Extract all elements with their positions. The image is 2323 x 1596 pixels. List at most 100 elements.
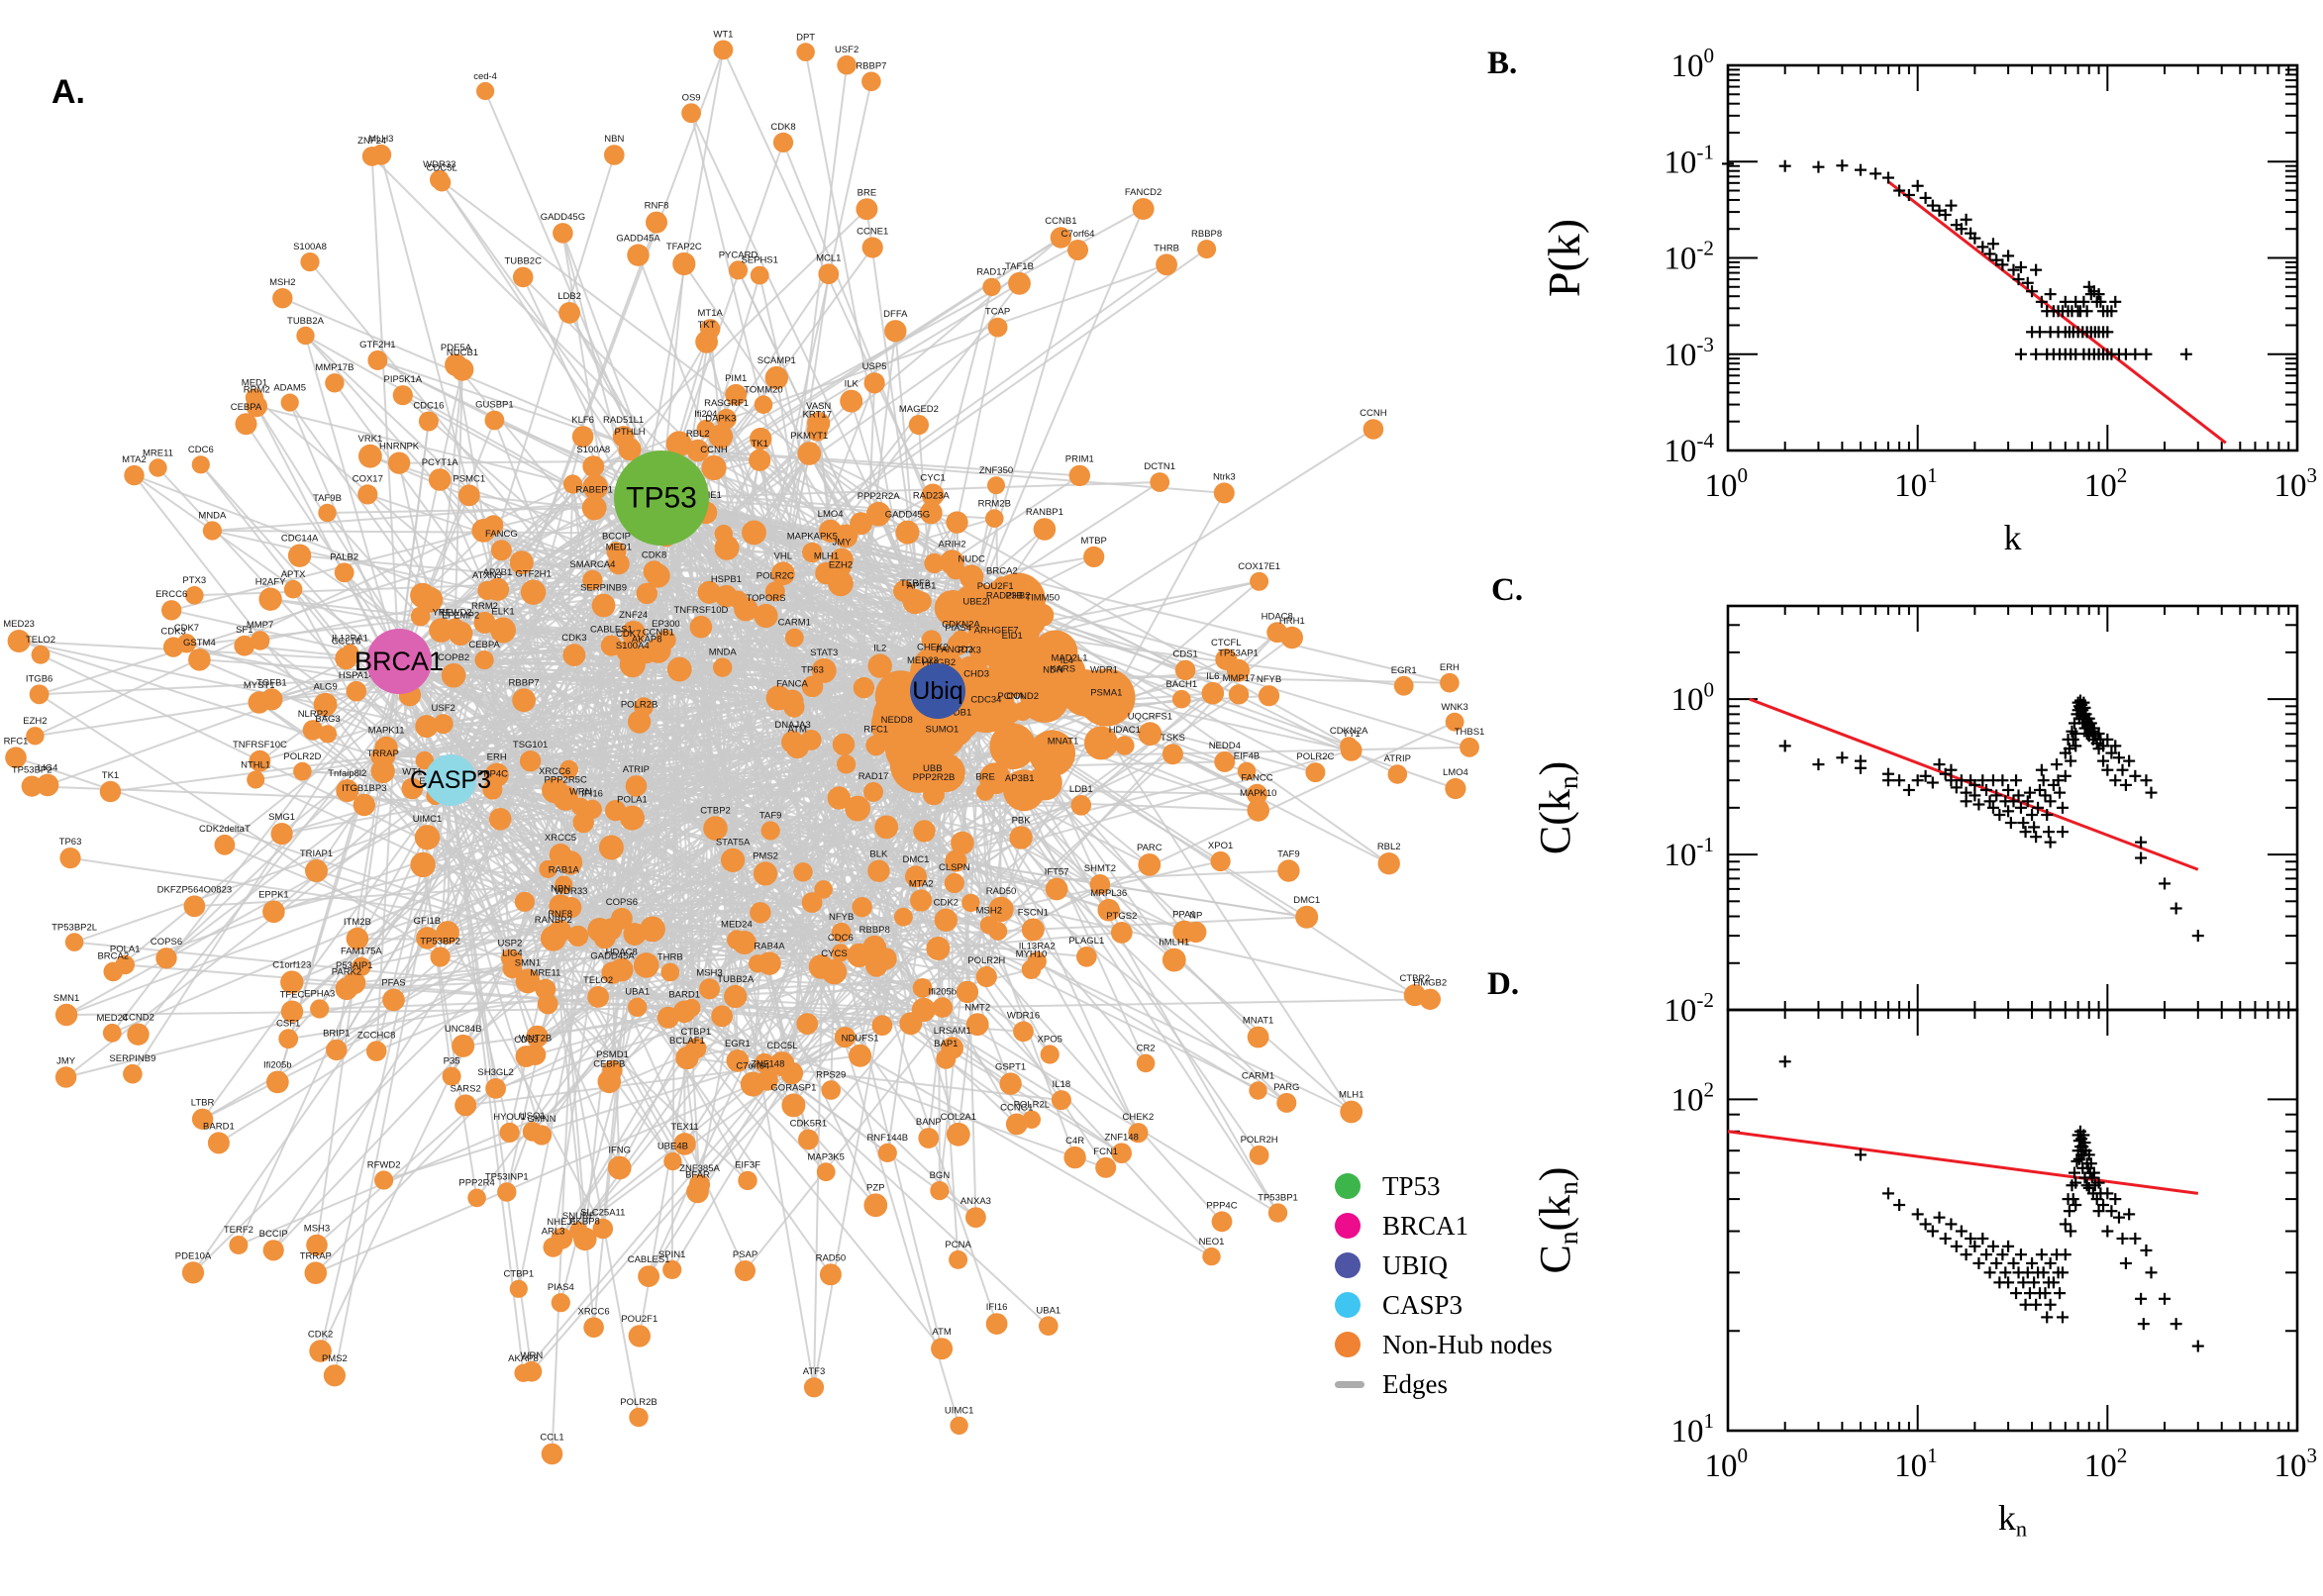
network-edge — [697, 449, 1225, 494]
axis-tick-label: 100 — [1704, 1444, 1748, 1484]
edge-swatch-icon — [1335, 1380, 1364, 1388]
network-edge — [604, 937, 835, 973]
network-edge — [462, 1016, 668, 1047]
axis-tick-label: 100 — [1704, 463, 1748, 504]
plot-frame — [1726, 63, 2299, 452]
network-edge — [39, 497, 662, 696]
network-edge — [259, 561, 935, 762]
fit-line — [1727, 1130, 2198, 1195]
network-edge — [450, 248, 1208, 781]
network-edge — [69, 856, 605, 940]
network-edge — [525, 762, 949, 1057]
network-edge — [111, 660, 400, 1034]
network-edge — [682, 262, 862, 525]
legend-label: UBIQ — [1382, 1249, 1448, 1280]
network-edge — [291, 590, 776, 1013]
network-edge — [648, 1063, 783, 1277]
node-swatch-icon — [1335, 1213, 1361, 1239]
network-edge — [732, 658, 1227, 861]
axis-tick-label: 10-2 — [1664, 237, 1714, 277]
panel-d-label: D. — [1487, 966, 1520, 1002]
network-edge — [423, 369, 463, 761]
network-edge — [450, 779, 525, 1373]
legend-label: CASP3 — [1382, 1289, 1464, 1320]
network-edge — [32, 785, 581, 808]
network-edge — [942, 998, 1431, 1009]
axis-ticks — [1728, 606, 2297, 1010]
network-edge — [660, 497, 688, 1058]
node-swatch-icon — [1335, 1173, 1361, 1199]
network-edge — [218, 956, 511, 1145]
network-edge — [304, 335, 400, 662]
network-edge — [534, 502, 686, 1055]
chart-panel-c: 100 10-1 10-2 C(kn​) — [1531, 604, 2299, 1029]
network-edge — [398, 237, 1061, 662]
network-edge — [379, 497, 662, 757]
panel-b-label: B. — [1487, 46, 1518, 81]
legend-item-edges: Edges — [1335, 1364, 1553, 1404]
legend-item-casp3: CASP3 — [1335, 1285, 1553, 1325]
network-edge — [591, 808, 1062, 1101]
axis-tick-label: 10-4 — [1664, 429, 1714, 469]
axis-tick-label: 101 — [1670, 1409, 1714, 1449]
network-edge — [592, 263, 1167, 468]
network-graph: POLR2CMNDAIfi205bRFWD2TK1TUBB2APOLR2BZNF… — [3, 30, 1484, 1465]
network-edge — [559, 964, 648, 1303]
network-edge — [643, 706, 701, 1185]
network-edge — [315, 990, 968, 1274]
axis-tick-label: 101 — [1894, 1444, 1938, 1484]
network-edge — [636, 784, 1058, 890]
data-points — [1778, 694, 2204, 943]
network-edge — [376, 359, 662, 499]
network-edge — [440, 723, 898, 958]
legend-item-brca1: BRCA1 — [1335, 1206, 1553, 1246]
axis-tick-label: 100 — [1670, 677, 1714, 718]
axis-tick-label: 103 — [2273, 1444, 2317, 1484]
network-edge — [781, 64, 849, 574]
network-edge — [450, 779, 533, 1372]
network-edge — [194, 883, 564, 908]
network-edge — [255, 405, 614, 974]
axis-title: kn​ — [1998, 1498, 2027, 1541]
network-edge — [450, 779, 674, 1162]
network-edge — [937, 690, 1140, 1134]
network-edge — [592, 934, 636, 1328]
network-edge — [509, 956, 1107, 1169]
network-edge — [766, 631, 1278, 1081]
axis-title: k — [2004, 518, 2022, 557]
legend-label: Non-Hub nodes — [1382, 1329, 1553, 1359]
axis-tick-label: 102 — [1670, 1077, 1714, 1118]
network-edge — [552, 938, 699, 1193]
network-edge — [638, 1057, 688, 1337]
plot-frame — [1726, 604, 2299, 1012]
network-edge — [535, 1016, 669, 1056]
plot-frame — [1726, 1008, 2299, 1433]
axis-tick-label: 102 — [2084, 463, 2128, 504]
network-edge — [74, 941, 911, 1025]
axis-tick-label: 10-1 — [1664, 140, 1714, 180]
network-edge — [811, 748, 1352, 904]
axis-tick-label: 10-1 — [1664, 833, 1714, 873]
network-edge — [807, 924, 990, 1141]
panel-c-label: C. — [1491, 572, 1524, 608]
axis-ticks — [1728, 1010, 2297, 1431]
network-edge — [610, 847, 1123, 1154]
legend-item-tp53: TP53 — [1335, 1166, 1553, 1206]
network-edge — [281, 297, 831, 533]
network-edge — [170, 609, 400, 662]
network-edge — [660, 497, 940, 680]
network-edge — [777, 697, 944, 1349]
legend-item-non-hub-nodes: Non-Hub nodes — [1335, 1325, 1553, 1364]
node-swatch-icon — [1335, 1332, 1361, 1357]
legend-label: BRCA1 — [1382, 1210, 1469, 1241]
network-edge — [125, 963, 882, 1027]
network-edge — [987, 925, 1076, 1158]
network-edge — [533, 591, 919, 766]
legend-label: TP53 — [1382, 1170, 1441, 1201]
network-edge — [272, 797, 567, 1251]
network-edge — [133, 474, 514, 961]
panel-a-label: A. — [51, 73, 85, 111]
